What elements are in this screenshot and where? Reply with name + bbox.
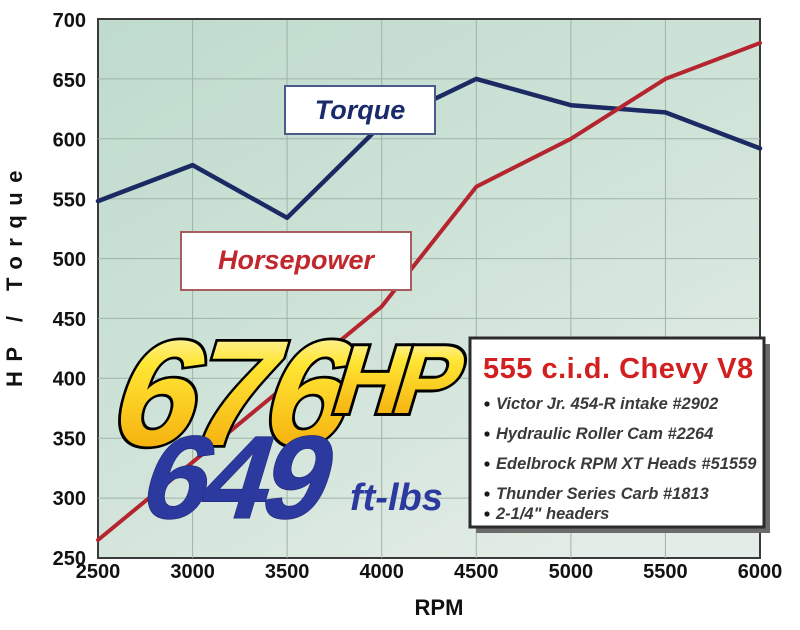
svg-text:500: 500 — [53, 249, 86, 271]
svg-text:Hydraulic Roller Cam #2264: Hydraulic Roller Cam #2264 — [496, 425, 713, 443]
svg-text:6000: 6000 — [738, 561, 783, 583]
svg-text:600: 600 — [53, 130, 86, 152]
svg-text:Torque: Torque — [315, 95, 406, 125]
svg-text:555 c.i.d. Chevy V8: 555 c.i.d. Chevy V8 — [483, 353, 754, 385]
svg-text:350: 350 — [53, 428, 86, 450]
svg-text:5500: 5500 — [643, 561, 688, 583]
svg-text:300: 300 — [53, 488, 86, 510]
svg-text:2-1/4" headers: 2-1/4" headers — [495, 505, 609, 523]
svg-text:4000: 4000 — [359, 561, 404, 583]
svg-text:5000: 5000 — [549, 561, 594, 583]
svg-text:Thunder Series Carb #1813: Thunder Series Carb #1813 — [496, 485, 709, 503]
svg-text:HP / Torque: HP / Torque — [2, 161, 27, 387]
svg-text:650: 650 — [53, 70, 86, 92]
svg-text:400: 400 — [53, 369, 86, 391]
svg-text:Horsepower: Horsepower — [218, 245, 376, 275]
svg-text:450: 450 — [53, 309, 86, 331]
svg-text:3000: 3000 — [170, 561, 215, 583]
svg-text:550: 550 — [53, 189, 86, 211]
svg-text:ft-lbs: ft-lbs — [350, 477, 443, 519]
svg-text:Edelbrock RPM XT Heads #51559: Edelbrock RPM XT Heads #51559 — [496, 455, 757, 473]
svg-text:700: 700 — [53, 10, 86, 32]
svg-text:3500: 3500 — [265, 561, 310, 583]
svg-text:4500: 4500 — [454, 561, 499, 583]
svg-text:Victor Jr. 454-R intake #2902: Victor Jr. 454-R intake #2902 — [496, 395, 718, 413]
svg-text:RPM: RPM — [415, 595, 464, 620]
svg-text:250: 250 — [53, 548, 86, 570]
